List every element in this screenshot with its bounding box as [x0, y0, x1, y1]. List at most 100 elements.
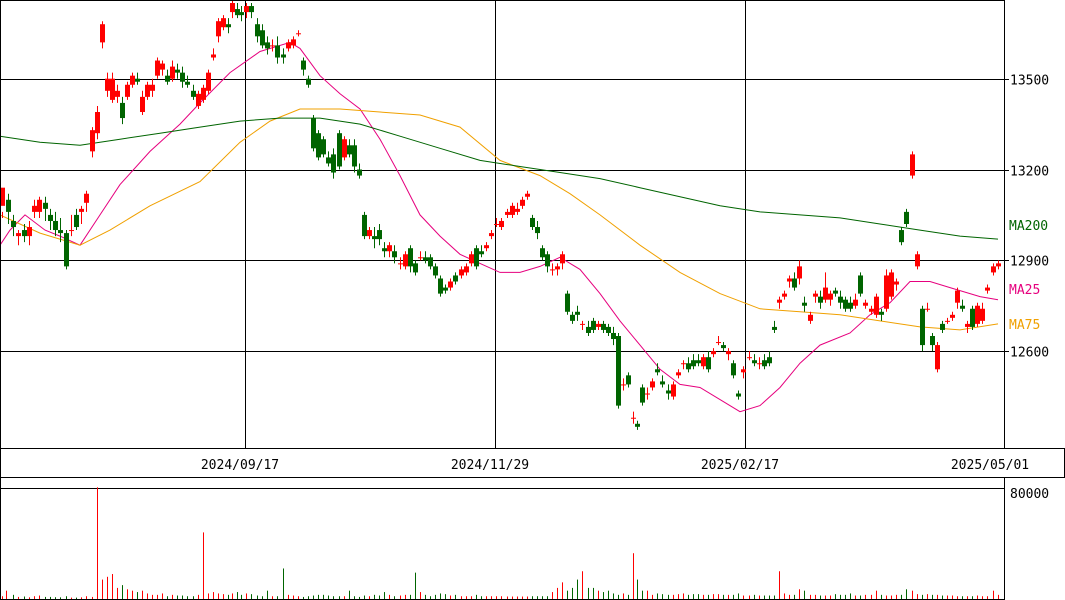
volume-bar	[572, 587, 573, 599]
candle-body	[869, 308, 874, 312]
volume-bar	[328, 595, 329, 599]
volume-bar	[718, 594, 719, 599]
candle-body	[16, 233, 21, 237]
volume-bar	[835, 594, 836, 599]
candle-body	[879, 311, 884, 315]
candle-body	[747, 357, 752, 359]
candle-body	[244, 6, 249, 13]
volume-bar	[708, 594, 709, 599]
candle-body	[337, 133, 342, 167]
volume-bar	[618, 594, 619, 599]
candle-body	[980, 308, 985, 321]
candle-body	[777, 299, 782, 303]
candle-body	[510, 205, 515, 215]
candle-body	[352, 145, 357, 167]
volume-bar	[662, 594, 663, 599]
candle-body	[387, 245, 392, 252]
candle-body	[392, 251, 397, 258]
candle-body	[884, 275, 889, 309]
volume-bar	[359, 596, 360, 599]
volume-bar	[384, 592, 385, 599]
candle-body	[621, 384, 626, 386]
volume-bar	[45, 596, 46, 599]
candle-body	[716, 342, 721, 344]
volume-bar	[743, 595, 744, 599]
candle-body	[347, 145, 352, 155]
candle-body	[676, 372, 681, 376]
candle-body	[249, 6, 254, 13]
volume-bar	[246, 593, 247, 599]
volume-bar	[557, 587, 558, 599]
candle-body	[150, 84, 155, 91]
candle-body	[191, 90, 196, 97]
volume-bar	[947, 595, 948, 599]
candle-body	[216, 21, 221, 37]
volume-bar	[678, 594, 679, 599]
x-tick-label: 2025/02/17	[701, 458, 779, 473]
volume-bar	[927, 594, 928, 599]
candle-body	[935, 345, 940, 370]
candle-body	[920, 308, 925, 346]
candle-body	[520, 199, 525, 206]
candle-body	[100, 24, 105, 43]
volume-bar	[820, 595, 821, 599]
volume-bar	[673, 594, 674, 599]
candle-body	[540, 248, 545, 258]
volume-bar	[562, 582, 563, 599]
candle-body	[611, 332, 616, 340]
volume-bar	[876, 590, 877, 599]
volume-bar	[517, 596, 518, 599]
volume-bar	[567, 590, 568, 599]
volume-bar	[228, 594, 229, 599]
candle-body	[230, 3, 235, 13]
candle-body	[185, 81, 190, 85]
candle-body	[631, 417, 636, 419]
volume-bar	[764, 595, 765, 599]
candle-body	[762, 360, 767, 367]
volume-bar	[972, 596, 973, 599]
volume-bar	[333, 596, 334, 599]
volume-bar	[6, 590, 7, 599]
volume-bar	[55, 597, 56, 599]
volume-bar	[208, 593, 209, 599]
candle-body	[130, 75, 135, 85]
candle-body	[894, 281, 899, 285]
candle-body	[818, 296, 823, 303]
volume-bar	[379, 595, 380, 599]
price-tick-label: 12600	[1010, 346, 1049, 361]
candle-body	[505, 211, 510, 215]
candle-body	[459, 269, 464, 276]
candle-body	[235, 9, 240, 16]
volume-bar	[232, 593, 233, 599]
candle-body	[105, 78, 110, 91]
volume-bar	[881, 594, 882, 599]
volume-bar	[642, 590, 643, 599]
candle-body	[731, 363, 736, 376]
volume-bar	[522, 596, 523, 599]
candle-body	[515, 208, 520, 212]
volume-bar	[957, 596, 958, 599]
candle-body	[53, 220, 58, 231]
candle-body	[316, 133, 321, 158]
volume-bar	[896, 594, 897, 599]
candle-body	[626, 375, 631, 385]
moving-average-labels: MA200 MA25 MA75	[1009, 219, 1048, 333]
candle-body	[580, 323, 585, 325]
candle-body	[296, 33, 301, 35]
candle-body	[11, 220, 16, 228]
volume-bar	[759, 595, 760, 599]
volume-bar	[223, 594, 224, 599]
candle-body	[43, 202, 48, 209]
candle-body	[453, 275, 458, 282]
candle-body	[255, 24, 260, 37]
candle-body	[120, 102, 125, 119]
candle-body	[772, 326, 777, 330]
candle-body	[889, 272, 894, 297]
volume-bar	[937, 594, 938, 599]
volume-bar	[308, 596, 309, 599]
candle-body	[565, 293, 570, 312]
volume-bar	[901, 594, 902, 599]
volume-bar	[112, 574, 113, 599]
volume-bar	[237, 592, 238, 599]
price-panel: 13500 13200 12900 12600 MA200 MA25 MA75	[0, 0, 1049, 449]
